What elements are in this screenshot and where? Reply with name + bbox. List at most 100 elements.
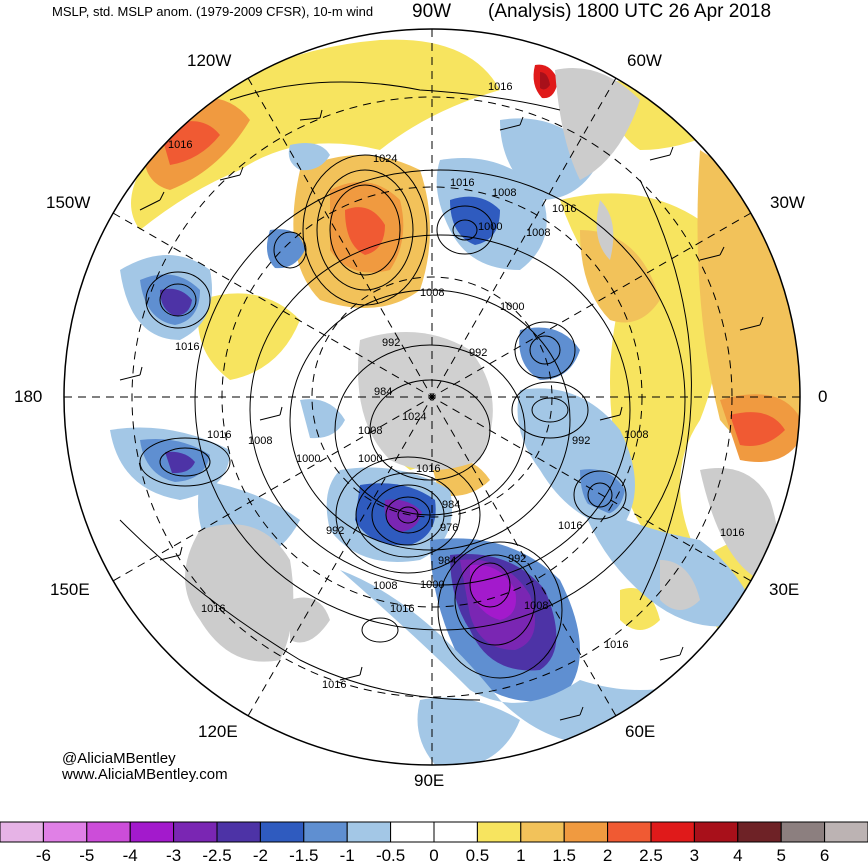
colorbar-tick-label: 0	[429, 846, 439, 865]
isobars	[119, 81, 692, 701]
map-disc: 1016 1024 1016 1008 1016 1000 1008 1016 …	[64, 29, 800, 765]
lon-label-60w: 60W	[627, 51, 662, 70]
colorbar-tick-label: -6	[35, 846, 51, 865]
wind-barbs	[119, 109, 764, 721]
isobar-label: 1008	[524, 600, 548, 612]
lon-label-30w: 30W	[770, 193, 805, 212]
colorbar-tick-label: 5	[776, 846, 786, 865]
isobar-label: 1016	[552, 203, 576, 215]
isobar-label: 1016	[168, 139, 192, 151]
isobar-label: 1008	[248, 435, 272, 447]
colorbar-cell	[650, 821, 695, 843]
isobar-label: 1000	[478, 221, 502, 233]
isobar-label: 1008	[526, 227, 550, 239]
colorbar-tick-label: 0.5	[465, 846, 490, 865]
isobar-label: 1000	[420, 579, 444, 591]
isobar-label: 1024	[402, 411, 426, 423]
colorbar-tick-label: 6	[819, 846, 830, 865]
colorbar-tick-label: 2.5	[639, 846, 663, 865]
colorbar-cell	[173, 821, 218, 843]
colorbar-tick-label: -5	[79, 846, 95, 865]
colorbar-cell	[780, 821, 826, 843]
colorbar-tick-label: 3	[689, 846, 700, 865]
isobar-label: 1016	[175, 341, 199, 353]
isobar-label: 1000	[358, 453, 382, 465]
colorbar-cell	[693, 821, 739, 843]
colorbar-tick-label: -4	[122, 846, 138, 865]
colorbar-tick-label: -2	[252, 846, 268, 865]
lon-label-60e: 60E	[625, 722, 656, 741]
colorbar-cell	[476, 821, 522, 843]
colorbar-cell	[259, 821, 305, 843]
lon-label-30e: 30E	[769, 580, 800, 599]
lon-label-150w: 150W	[46, 193, 91, 212]
colorbar-tick-label: -3	[166, 846, 182, 865]
colorbar-tick-label: -1.5	[289, 846, 319, 865]
lon-label-0: 0	[818, 387, 828, 406]
isobar-label: 992	[326, 525, 344, 537]
isobar-label: 992	[469, 347, 487, 359]
isobar-label: 976	[440, 522, 458, 534]
isobar-label: 984	[442, 499, 460, 511]
colorbar-cell	[737, 821, 782, 843]
isobar-label: 1008	[373, 580, 397, 592]
isobar-label: 1008	[420, 287, 444, 299]
lon-label-180: 180	[14, 387, 43, 406]
colorbar-tick-label: -2.5	[202, 846, 232, 865]
colorbar-tick-label: 1.5	[552, 846, 577, 865]
isobar-label: 984	[374, 386, 392, 398]
colorbar-cell	[824, 821, 868, 843]
colorbar	[0, 821, 868, 843]
isobar-label: 1008	[358, 425, 382, 437]
isobar-label: 1008	[624, 429, 648, 441]
colorbar-cell	[0, 821, 44, 843]
colorbar-cell	[216, 821, 261, 843]
map-title: (Analysis) 1800 UTC 26 Apr 2018	[488, 1, 772, 22]
isobar-label: 1016	[450, 177, 474, 189]
isobar-label: 1000	[296, 453, 320, 465]
isobar-label: 1008	[492, 187, 516, 199]
isobar-label: 992	[382, 337, 400, 349]
colorbar-cell	[303, 821, 348, 843]
colorbar-cell	[346, 821, 392, 843]
lon-label-120e: 120E	[198, 722, 238, 741]
colorbar-cell	[42, 821, 88, 843]
credit-website: www.AliciaMBentley.com	[62, 766, 228, 783]
lon-label-150e: 150E	[50, 580, 90, 599]
isobar-label: 1016	[558, 520, 582, 532]
colorbar-cell	[129, 821, 175, 843]
colorbar-cell	[86, 821, 131, 843]
isobar-label: 1024	[373, 153, 397, 165]
terrain-masks	[185, 68, 778, 662]
graticule	[64, 29, 800, 765]
colorbar-tick-label: -1	[339, 846, 355, 865]
isobar-label: 1016	[390, 603, 414, 615]
isobar-label: 1016	[604, 639, 628, 651]
isobar-label: 1016	[416, 463, 440, 475]
map-subtitle: MSLP, std. MSLP anom. (1979-2009 CFSR), …	[52, 4, 374, 19]
isobar-label: 992	[508, 553, 526, 565]
credit-handle: @AliciaMBentley	[62, 750, 176, 767]
lon-label-120w: 120W	[187, 51, 232, 70]
isobar-label: 984	[438, 555, 456, 567]
isobar-label: 992	[572, 435, 590, 447]
colorbar-cell	[563, 821, 609, 843]
colorbar-cell	[607, 821, 652, 843]
isobar-labels: 1016 1024 1016 1008 1016 1000 1008 1016 …	[168, 81, 744, 691]
colorbar-cell	[390, 821, 435, 843]
isobar-label: 1016	[201, 603, 225, 615]
colorbar-cell	[433, 821, 478, 843]
map-border	[63, 28, 801, 766]
isobar-label: 1016	[488, 81, 512, 93]
isobar-label: 1016	[322, 679, 346, 691]
isobar-label: 1000	[500, 301, 524, 313]
isobar-label: 1016	[720, 527, 744, 539]
colorbar-tick-label: 2	[602, 846, 613, 865]
colorbar-tick-label: -0.5	[375, 846, 406, 865]
colorbar-cell	[520, 821, 565, 843]
isobar-label: 1016	[207, 429, 231, 441]
lon-label-90e: 90E	[414, 771, 445, 790]
colorbar-tick-label: 4	[733, 846, 743, 865]
lon-label-90w: 90W	[412, 1, 452, 22]
